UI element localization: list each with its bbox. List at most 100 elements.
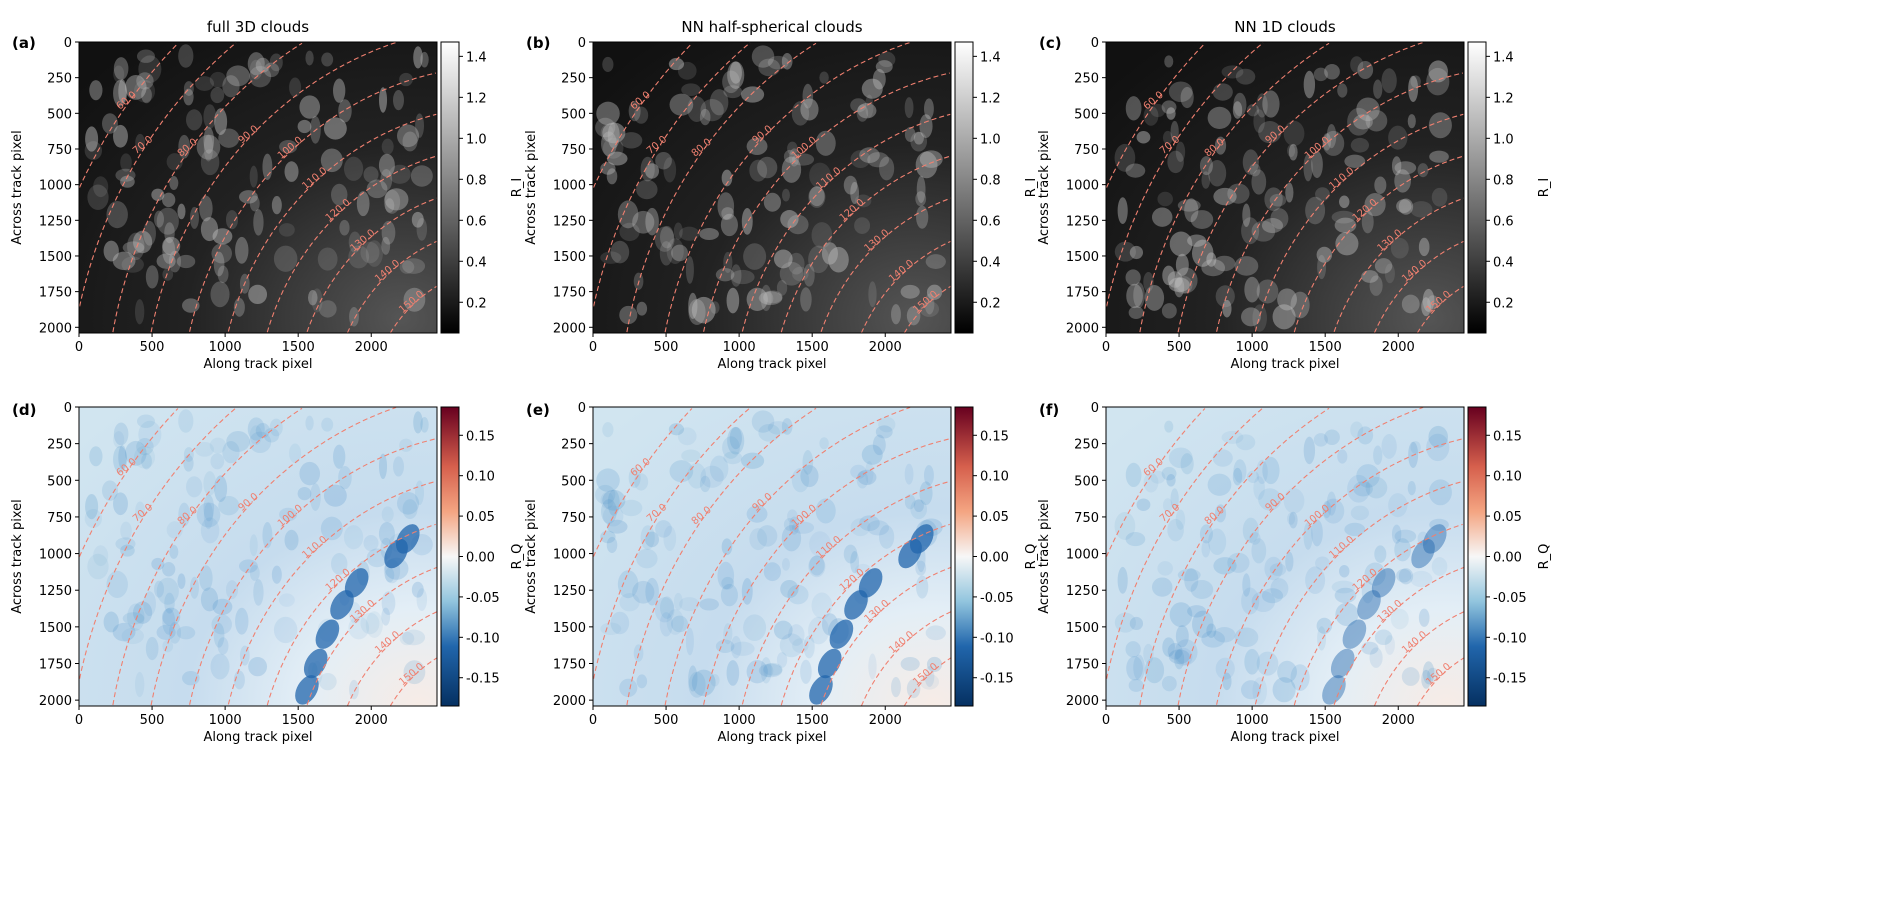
y-tick-label: 1500: [553, 250, 586, 265]
cloud-blob: [1331, 580, 1356, 594]
cloud-blob: [1175, 625, 1189, 648]
cloud-blob: [741, 452, 765, 469]
cloud-blob: [120, 153, 132, 172]
cloud-blob: [1384, 635, 1395, 655]
cloud-blob: [1244, 276, 1260, 303]
cloud-blob: [1129, 616, 1144, 631]
cloud-blob: [1356, 97, 1380, 122]
cloud-blob: [1410, 441, 1421, 454]
cloud-blob: [1374, 629, 1393, 646]
cloud-blob: [103, 240, 119, 262]
cloud-blob: [1398, 568, 1414, 585]
cloud-blob: [751, 410, 775, 433]
cloud-blob: [1315, 556, 1330, 571]
cloud-blob: [800, 659, 812, 684]
cloud-blob: [904, 463, 914, 485]
cloud-blob: [776, 280, 788, 296]
cloud-blob: [787, 509, 798, 524]
cloud-blob: [1353, 481, 1373, 497]
y-tick-label: 500: [561, 107, 586, 122]
contour-line: [780, 523, 950, 706]
cloud-blob: [1169, 602, 1193, 628]
colorbar-tick-label: 0.15: [1493, 429, 1522, 444]
cloud-blob: [162, 607, 181, 626]
cloud-blob: [803, 635, 815, 659]
cloud-blob: [924, 293, 935, 315]
cloud-blob: [872, 68, 886, 90]
cloud-blob: [891, 676, 901, 698]
cloud-blob: [669, 460, 694, 483]
cloud-blob: [203, 134, 214, 162]
cloud-blob: [1252, 304, 1267, 332]
cloud-blob: [210, 281, 230, 308]
cloud-blob: [681, 83, 701, 96]
cloud-blob: [1180, 453, 1194, 475]
cloud-blob: [1290, 664, 1310, 691]
cloud-blob: [743, 614, 767, 642]
cloud-blob: [162, 562, 176, 577]
cloud-blob: [808, 616, 830, 645]
cloud-blob: [1373, 79, 1383, 99]
contour-line: [1139, 42, 1330, 333]
contour-line: [903, 285, 951, 333]
cloud-blob: [1350, 56, 1364, 73]
cloud-blob: [787, 141, 798, 156]
cloud-blob: [156, 577, 179, 605]
cloud-blob: [248, 284, 268, 305]
colorbar-tick-label: 0.05: [1493, 510, 1522, 525]
colorbar-tick-label: -0.05: [1493, 591, 1527, 606]
cloud-blob: [1322, 130, 1345, 156]
cloud-blob: [668, 57, 685, 71]
cloud-blob: [1322, 498, 1345, 524]
cloud-blob: [1391, 524, 1402, 544]
cloud-blob: [1162, 637, 1175, 657]
cloud-blob: [249, 565, 260, 581]
cloud-blob: [263, 428, 280, 443]
y-tick-label: 0: [578, 401, 586, 416]
cloud-blob: [1232, 101, 1243, 119]
x-tick-label: 0: [589, 340, 597, 355]
cloud-blob: [1242, 573, 1251, 597]
colorbar-tick-label: 0.8: [980, 173, 1001, 188]
contour-line: [227, 113, 437, 332]
cloud-blob: [136, 72, 154, 90]
cloud-blob: [118, 445, 127, 470]
cloud-blob: [1374, 545, 1387, 563]
cloud-blob: [663, 525, 677, 551]
cloud-blob: [297, 119, 312, 134]
contour-line: [593, 43, 693, 188]
cloud-blob: [189, 576, 199, 599]
cloud-blob: [1401, 294, 1420, 314]
cloud-blob: [1201, 259, 1226, 277]
x-tick-label: 1500: [796, 713, 829, 728]
cloud-blob: [209, 437, 227, 454]
cloud-blob: [1117, 566, 1128, 594]
cloud-blob: [809, 162, 831, 189]
cloud-blob: [758, 291, 783, 305]
cloud-blob: [393, 90, 404, 111]
cloud-blob: [1427, 295, 1439, 310]
cloud-blob: [307, 290, 318, 306]
cloud-blob: [723, 623, 733, 645]
cloud-blob: [156, 624, 176, 641]
y-tick-label: 1250: [39, 584, 72, 599]
cloud-blob: [606, 151, 628, 166]
cloud-blob: [138, 420, 162, 449]
colorbar-tick-label: 0.05: [980, 510, 1009, 525]
cloud-blob: [413, 411, 423, 434]
cloud-blob: [1136, 131, 1151, 144]
cloud-blob: [924, 98, 934, 120]
colorbar: [954, 41, 974, 334]
cloud-blob: [1167, 150, 1184, 174]
cloud-blob: [1150, 470, 1166, 484]
cloud-blob: [640, 525, 655, 550]
cloud-blob: [619, 678, 638, 698]
cloud-blob: [349, 306, 359, 327]
cloud-blob: [185, 476, 203, 498]
cloud-blob: [1410, 75, 1421, 89]
cloud-blob: [1270, 208, 1289, 229]
cloud-blob: [113, 492, 128, 516]
cloud-blob: [1287, 144, 1296, 157]
cloud-blob: [875, 425, 893, 439]
cloud-blob: [1143, 105, 1159, 126]
